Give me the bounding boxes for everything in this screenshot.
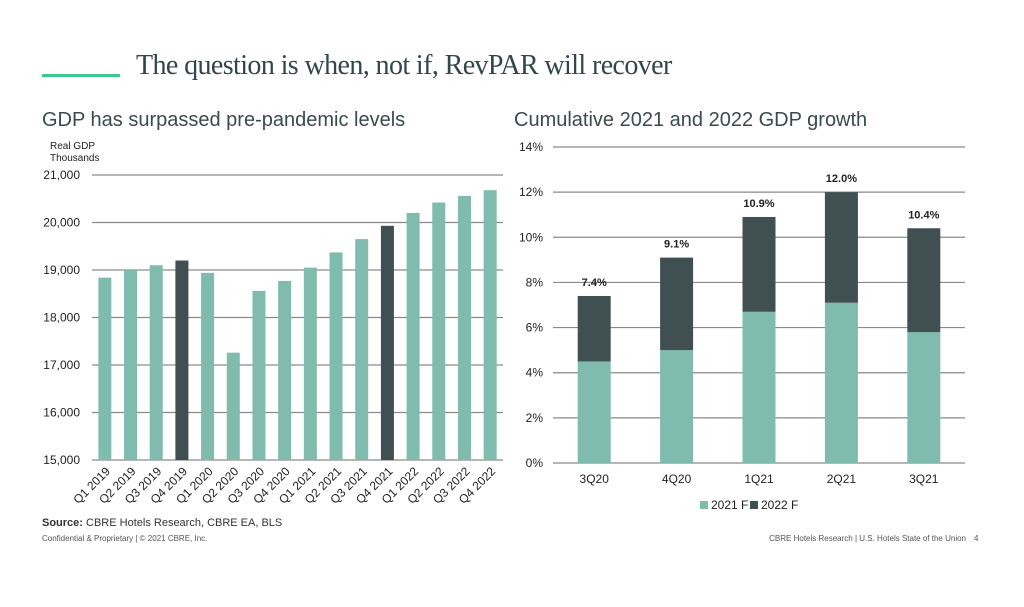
legend-swatch — [750, 501, 758, 509]
bar-q3-2019 — [149, 265, 163, 460]
footer-confidential: Confidential & Proprietary | © 2021 CBRE… — [42, 534, 208, 543]
data-label-total: 9.1% — [664, 239, 689, 251]
bar-segment-2021f-2q21 — [824, 302, 858, 463]
page-number: 4 — [974, 534, 979, 543]
bar-segment-2022f-1q21 — [742, 216, 776, 312]
bar-segment-2022f-2q21 — [824, 192, 858, 303]
bar-segment-2021f-4q20 — [660, 350, 694, 463]
legend-label: 2021 F — [711, 498, 748, 512]
left-chart-title: GDP has surpassed pre-pandemic levels — [42, 109, 406, 131]
data-label-total: 7.4% — [582, 277, 607, 289]
source-text: CBRE Hotels Research, CBRE EA, BLS — [82, 517, 283, 529]
source-label: Source: — [42, 517, 83, 529]
legend-label: 2022 F — [761, 498, 798, 512]
bar-segment-2022f-3q20 — [577, 295, 611, 362]
y-tick-label: 18,000 — [43, 311, 80, 325]
x-tick-label: 3Q21 — [909, 472, 939, 486]
bar-q4-2020 — [278, 280, 292, 460]
bar-q2-2022 — [432, 202, 446, 461]
y-axis-title: Real GDP — [50, 141, 95, 152]
bar-segment-2022f-4q20 — [660, 257, 694, 351]
bar-q2-2021 — [329, 252, 343, 460]
bar-q3-2020 — [252, 290, 266, 460]
data-label-total: 10.4% — [908, 209, 939, 221]
x-tick-label: 1Q21 — [744, 472, 774, 486]
y-tick-label: 19,000 — [43, 263, 80, 277]
x-tick-label: 4Q20 — [662, 472, 692, 486]
y-tick-label: 2% — [526, 411, 544, 425]
y-axis-title: Thousands — [50, 153, 99, 164]
bar-q4-2022 — [483, 190, 497, 460]
bar-segment-2021f-3q20 — [577, 361, 611, 463]
y-tick-label: 15,000 — [43, 453, 80, 467]
bar-q1-2019 — [98, 277, 112, 460]
data-label-total: 12.0% — [826, 173, 857, 185]
bar-segment-2021f-3q21 — [907, 332, 941, 463]
bar-q4-2019 — [175, 260, 189, 460]
x-tick-label: 3Q20 — [580, 472, 610, 486]
bar-q3-2021 — [355, 239, 369, 460]
footer-report-name: CBRE Hotels Research | U.S. Hotels State… — [769, 534, 966, 543]
page-title: The question is when, not if, RevPAR wil… — [136, 50, 672, 81]
y-tick-label: 6% — [526, 321, 544, 335]
y-tick-label: 17,000 — [43, 358, 80, 372]
y-tick-label: 4% — [526, 366, 544, 380]
bar-segment-2021f-1q21 — [742, 311, 776, 463]
y-tick-label: 21,000 — [43, 168, 80, 182]
bar-q2-2019 — [124, 270, 138, 460]
y-tick-label: 16,000 — [43, 406, 80, 420]
bar-q3-2022 — [457, 195, 471, 460]
y-tick-label: 0% — [526, 456, 544, 470]
bar-q1-2020 — [201, 272, 215, 460]
y-tick-label: 14% — [519, 140, 543, 154]
bar-q1-2022 — [406, 213, 420, 460]
bar-q2-2020 — [226, 352, 240, 460]
x-tick-label: 2Q21 — [827, 472, 857, 486]
bar-q4-2021 — [380, 225, 394, 460]
data-label-total: 10.9% — [743, 198, 774, 210]
y-tick-label: 10% — [519, 230, 543, 244]
source-note: Source: CBRE Hotels Research, CBRE EA, B… — [42, 517, 282, 529]
title-accent-line — [42, 74, 120, 77]
y-tick-label: 20,000 — [43, 216, 80, 230]
bar-q1-2021 — [303, 267, 317, 460]
bar-segment-2022f-3q21 — [907, 228, 941, 333]
y-tick-label: 12% — [519, 185, 543, 199]
right-chart-title: Cumulative 2021 and 2022 GDP growth — [514, 109, 868, 131]
y-tick-label: 8% — [526, 275, 544, 289]
legend-swatch — [700, 501, 708, 509]
